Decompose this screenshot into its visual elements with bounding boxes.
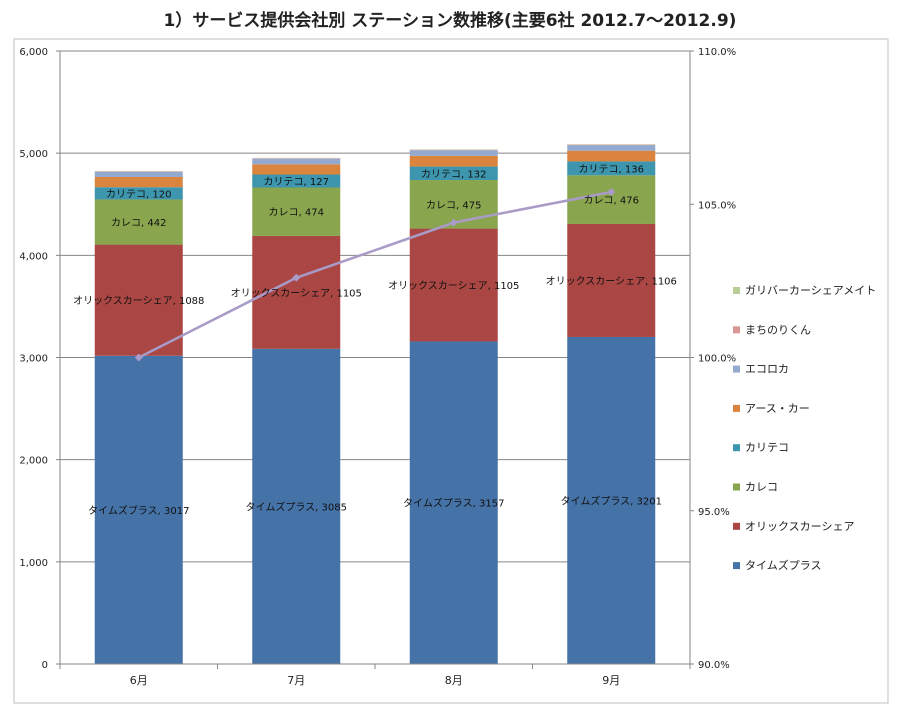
bar-segment <box>409 155 498 167</box>
legend-entry: まちのりくん <box>745 323 811 336</box>
legend-entry: アース・カー <box>745 402 810 415</box>
data-labels: タイムズプラス, 3017 オリックスカーシェア, 1088 カレコ, 442 カリテ… <box>73 163 677 516</box>
data-label: カリテコ, 120 <box>106 188 171 200</box>
bar-segment <box>94 176 183 188</box>
bar-segment <box>409 150 498 156</box>
bar-segment <box>94 171 183 172</box>
growth-line-point <box>607 187 616 196</box>
growth-line-point <box>292 273 301 282</box>
legend-swatch <box>733 483 740 491</box>
bar-segment <box>409 228 498 342</box>
data-label: カレコ, 475 <box>426 199 481 211</box>
y-left-tick-label: 5,000 <box>19 149 48 160</box>
data-label: カリテコ, 136 <box>579 163 644 175</box>
legend-entry: カレコ <box>745 481 778 494</box>
bar-segment <box>409 341 498 664</box>
data-label: タイムズプラス, 3017 <box>88 504 189 517</box>
bar-segment <box>252 187 341 236</box>
legend-swatch <box>733 444 740 452</box>
legend-swatch <box>733 287 740 294</box>
legend-swatch <box>733 522 740 530</box>
x-tick-label: 9月 <box>602 674 620 687</box>
data-label: オリックスカーシェア, 1105 <box>231 287 362 299</box>
bar-segment <box>94 171 183 177</box>
y-left-tick-label: 1,000 <box>19 558 48 569</box>
bar-segment <box>94 187 183 200</box>
legend-swatch <box>733 365 740 373</box>
y-right-tick-label: 110.0% <box>698 47 736 58</box>
growth-line-point <box>449 218 458 227</box>
data-label: カリテコ, 127 <box>264 176 329 188</box>
bar-segment <box>409 166 498 181</box>
growth-line-point <box>134 353 143 362</box>
bar-segment <box>252 158 341 159</box>
legend-entry: オリックスカーシェア <box>745 520 854 533</box>
bar-segment <box>409 149 498 151</box>
data-label: オリックスカーシェア, 1088 <box>73 295 204 307</box>
bar-segment <box>252 174 341 188</box>
y-right-tick-label: 105.0% <box>698 200 736 211</box>
data-label: タイムズプラス, 3157 <box>403 497 504 510</box>
data-label: オリックスカーシェア, 1106 <box>546 275 677 287</box>
data-label: オリックスカーシェア, 1105 <box>388 280 519 292</box>
bar-segment <box>567 223 656 337</box>
y-left-tick-label: 4,000 <box>19 251 48 262</box>
y-right-tick-label: 100.0% <box>698 354 736 365</box>
legend-entry: タイムズプラス <box>745 558 822 572</box>
bar-segment <box>252 348 341 664</box>
legend: ガリバーカーシェアメイトまちのりくんエコロカアース・カーカリテコカレコオリックス… <box>733 284 876 572</box>
bar-segment <box>567 144 656 146</box>
y-left-tick-label: 3,000 <box>19 354 48 365</box>
axes: 0 1,000 2,000 3,000 4,000 5,000 6,000 90.0% 95.0… <box>19 47 736 687</box>
chart-title: 1）サービス提供会社別 ステーション数推移(主要6社 2012.7～2012.9… <box>163 11 737 31</box>
data-label: タイムズプラス, 3201 <box>561 494 662 507</box>
bar-segment <box>567 145 656 151</box>
legend-entry: ガリバーカーシェアメイト <box>745 284 876 297</box>
bar-segment <box>567 150 656 162</box>
legend-swatch <box>733 562 740 570</box>
data-label: タイムズプラス, 3085 <box>246 500 347 513</box>
growth-line <box>134 187 616 362</box>
bar-segment <box>567 336 656 664</box>
bar-segment <box>94 244 183 356</box>
data-label: カレコ, 476 <box>584 195 639 207</box>
y-left-tick-label: 6,000 <box>19 47 48 58</box>
bar-segment <box>567 175 656 224</box>
legend-swatch <box>733 404 740 412</box>
data-label: カレコ, 442 <box>111 217 166 229</box>
bar-segment <box>94 355 183 664</box>
legend-entry: カリテコ <box>745 441 789 454</box>
x-tick-label: 6月 <box>130 674 148 687</box>
x-tick-label: 8月 <box>445 674 463 687</box>
bars <box>94 144 656 664</box>
y-left-tick-label: 2,000 <box>19 456 48 467</box>
growth-line-path <box>138 190 612 359</box>
legend-swatch <box>733 326 740 334</box>
y-right-tick-label: 90.0% <box>698 660 730 671</box>
bar-segment <box>252 158 341 165</box>
legend-entry: エコロカ <box>745 363 789 376</box>
bar-segment <box>567 161 656 176</box>
bar-segment <box>252 164 341 175</box>
x-tick-label: 7月 <box>287 674 305 687</box>
y-right-tick-label: 95.0% <box>698 507 730 518</box>
data-label: カリテコ, 132 <box>421 168 486 180</box>
y-left-tick-label: 0 <box>42 660 48 671</box>
bar-segment <box>94 199 183 245</box>
data-label: カレコ, 474 <box>269 207 324 219</box>
